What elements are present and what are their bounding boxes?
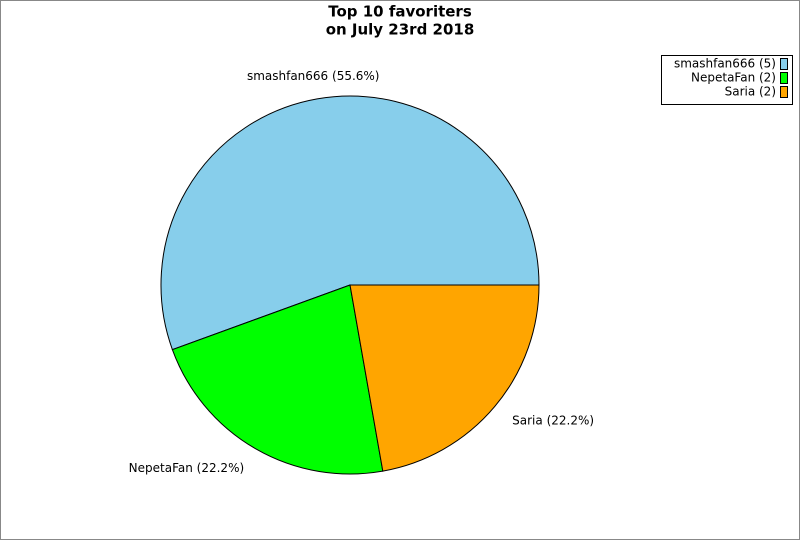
slice-label: NepetaFan (22.2%) bbox=[129, 461, 244, 475]
legend-swatch bbox=[780, 86, 788, 98]
legend-label: Saria (2) bbox=[725, 85, 776, 99]
slice-label: Saria (22.2%) bbox=[512, 414, 594, 428]
legend-swatch bbox=[780, 58, 788, 70]
chart-title: on July 23rd 2018 bbox=[326, 21, 475, 39]
pie-slice bbox=[160, 95, 540, 351]
legend-swatch bbox=[780, 72, 788, 84]
slice-label: smashfan666 (55.6%) bbox=[247, 69, 380, 83]
legend-box bbox=[661, 55, 793, 105]
pie-slice bbox=[171, 284, 384, 475]
legend-label: NepetaFan (2) bbox=[691, 71, 776, 85]
pie-slice bbox=[349, 284, 540, 472]
legend-label: smashfan666 (5) bbox=[674, 57, 776, 71]
chart-title: Top 10 favoriters bbox=[328, 3, 472, 21]
